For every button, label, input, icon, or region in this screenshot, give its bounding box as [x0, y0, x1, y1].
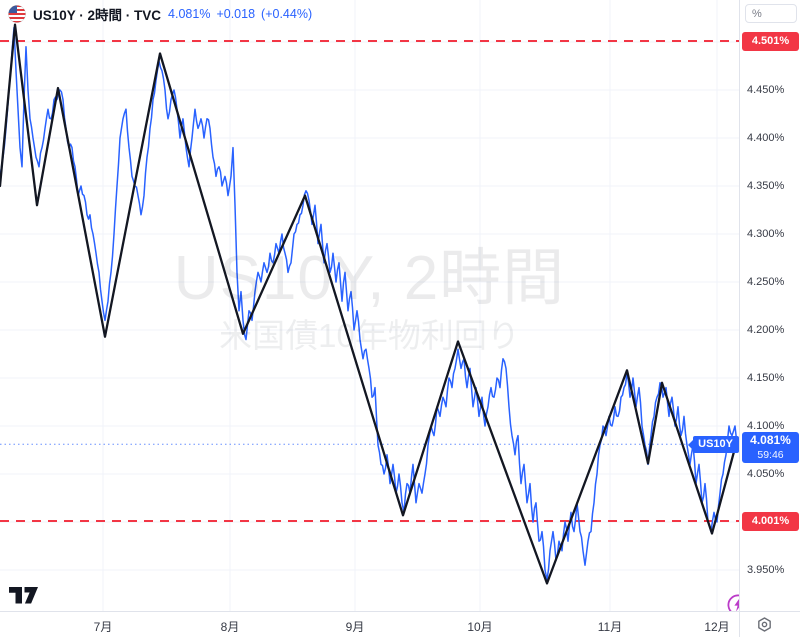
time-tick-label: 10月 — [467, 620, 493, 634]
price-level-badge: 4.001% — [742, 511, 799, 531]
settings-gear-icon[interactable] — [757, 617, 772, 632]
current-price-label: 4.081% — [750, 433, 791, 448]
series-name-tag-label: US10Y — [698, 438, 733, 451]
time-tick-label: 11月 — [597, 620, 623, 634]
percent-unit-button[interactable]: % — [745, 4, 797, 23]
price-tick-label: 4.300% — [747, 228, 785, 240]
series-name-tag: US10Y — [688, 436, 739, 454]
price-axis[interactable]: % 4.450% 4.400% 4.350% 4.300% 4.250% 4.200% 4.… — [739, 0, 800, 611]
symbol-title[interactable]: US10Y · 2時間 · TVC — [33, 8, 162, 23]
price-change-percent: (+0.44%) — [261, 7, 313, 21]
zigzag-line-path[interactable] — [0, 23, 738, 585]
price-tick-label: 4.350% — [747, 180, 785, 192]
bar-countdown-timer: 59:46 — [757, 449, 784, 462]
price-tick-label: 4.450% — [747, 84, 785, 96]
price-tick-label: 4.250% — [747, 276, 785, 288]
price-level-badge: 4.501% — [742, 31, 799, 51]
symbol-legend[interactable]: US10Y · 2時間 · TVC 4.081% +0.018 (+0.44%) — [8, 4, 312, 24]
price-tick-label: 4.400% — [747, 132, 785, 144]
time-tick-label: 12月 — [704, 620, 730, 634]
price-tick-label: 4.050% — [747, 468, 785, 480]
time-tick-label: 8月 — [220, 620, 240, 634]
percent-unit-label: % — [752, 8, 762, 20]
last-price-value: 4.081% — [168, 7, 211, 21]
chart-plot-area[interactable]: US10Y, 2時間 米国債10年物利回り — [0, 0, 739, 611]
axis-corner — [739, 611, 800, 637]
current-price-badge: 4.081% 59:46 — [742, 432, 799, 464]
price-tick-label: 4.150% — [747, 372, 785, 384]
price-tick-label: 4.100% — [747, 420, 785, 432]
legend-values: 4.081% +0.018 (+0.44%) — [168, 7, 312, 21]
us-flag-icon — [8, 5, 26, 23]
chart-canvas[interactable] — [0, 0, 739, 611]
tradingview-logo-icon[interactable] — [8, 585, 42, 611]
price-tick-label: 4.200% — [747, 324, 785, 336]
price-change: +0.018 — [216, 7, 256, 21]
lightning-icon[interactable] — [726, 593, 739, 611]
time-tick-label: 7月 — [93, 620, 113, 634]
price-line-path[interactable] — [0, 26, 738, 581]
time-axis[interactable]: 7月 8月 9月 10月 11月 12月 — [0, 611, 739, 637]
price-tick-label: 3.950% — [747, 564, 785, 576]
time-tick-label: 9月 — [345, 620, 365, 634]
